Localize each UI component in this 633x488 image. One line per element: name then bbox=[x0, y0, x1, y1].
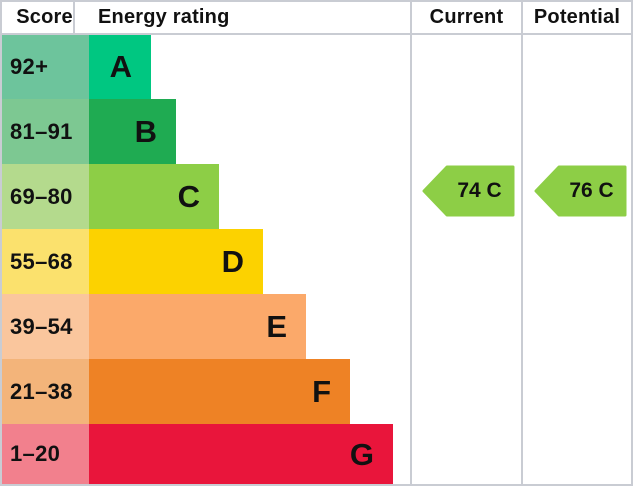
current-rating-value: 74 C bbox=[457, 179, 502, 202]
potential-rating-value: 76 C bbox=[569, 179, 614, 202]
chart-border-top bbox=[0, 0, 633, 2]
score-column-divider bbox=[73, 0, 75, 33]
score-range-g: 1–20 bbox=[0, 424, 89, 484]
band-letter-g: G bbox=[349, 436, 374, 472]
column-header-energy-rating: Energy rating bbox=[98, 5, 230, 28]
score-range-f: 21–38 bbox=[0, 359, 89, 424]
band-row-g: 1–20 G bbox=[0, 424, 633, 484]
band-row-c: 69–80 C bbox=[0, 164, 633, 229]
band-bar-g: G bbox=[89, 424, 393, 484]
band-row-b: 81–91 B bbox=[0, 99, 633, 164]
column-header-current: Current bbox=[429, 5, 504, 28]
band-letter-f: F bbox=[312, 374, 331, 409]
band-rows: 92+ A 81–91 B 69–80 C 55–68 D 39–54 bbox=[0, 34, 633, 484]
band-bar-b: B bbox=[89, 99, 176, 164]
chart-border-bottom bbox=[0, 484, 633, 486]
current-rating-arrow: 74 C bbox=[422, 165, 515, 217]
band-row-f: 21–38 F bbox=[0, 359, 633, 424]
band-letter-c: C bbox=[177, 179, 200, 214]
column-header-potential: Potential bbox=[533, 5, 621, 28]
potential-column-divider bbox=[521, 0, 523, 486]
score-range-c: 69–80 bbox=[0, 164, 89, 229]
column-header-score: Score bbox=[16, 5, 73, 28]
score-range-d: 55–68 bbox=[0, 229, 89, 294]
chart-border-left bbox=[0, 0, 2, 486]
chart-border-right bbox=[631, 0, 633, 486]
band-row-d: 55–68 D bbox=[0, 229, 633, 294]
left-pointing-arrow-shape bbox=[534, 165, 627, 217]
band-bar-d: D bbox=[89, 229, 263, 294]
left-pointing-arrow-shape bbox=[422, 165, 515, 217]
band-bar-a: A bbox=[89, 34, 151, 99]
band-letter-d: D bbox=[221, 244, 244, 279]
header-bottom-divider bbox=[0, 33, 633, 35]
band-bar-f: F bbox=[89, 359, 350, 424]
score-range-b: 81–91 bbox=[0, 99, 89, 164]
band-bar-e: E bbox=[89, 294, 306, 359]
score-range-e: 39–54 bbox=[0, 294, 89, 359]
band-letter-b: B bbox=[134, 114, 157, 149]
band-letter-a: A bbox=[109, 49, 132, 84]
potential-rating-arrow: 76 C bbox=[534, 165, 627, 217]
score-range-a: 92+ bbox=[0, 34, 89, 99]
current-column-divider bbox=[410, 0, 412, 486]
band-bar-c: C bbox=[89, 164, 219, 229]
band-row-a: 92+ A bbox=[0, 34, 633, 99]
band-letter-e: E bbox=[266, 309, 287, 344]
band-row-e: 39–54 E bbox=[0, 294, 633, 359]
